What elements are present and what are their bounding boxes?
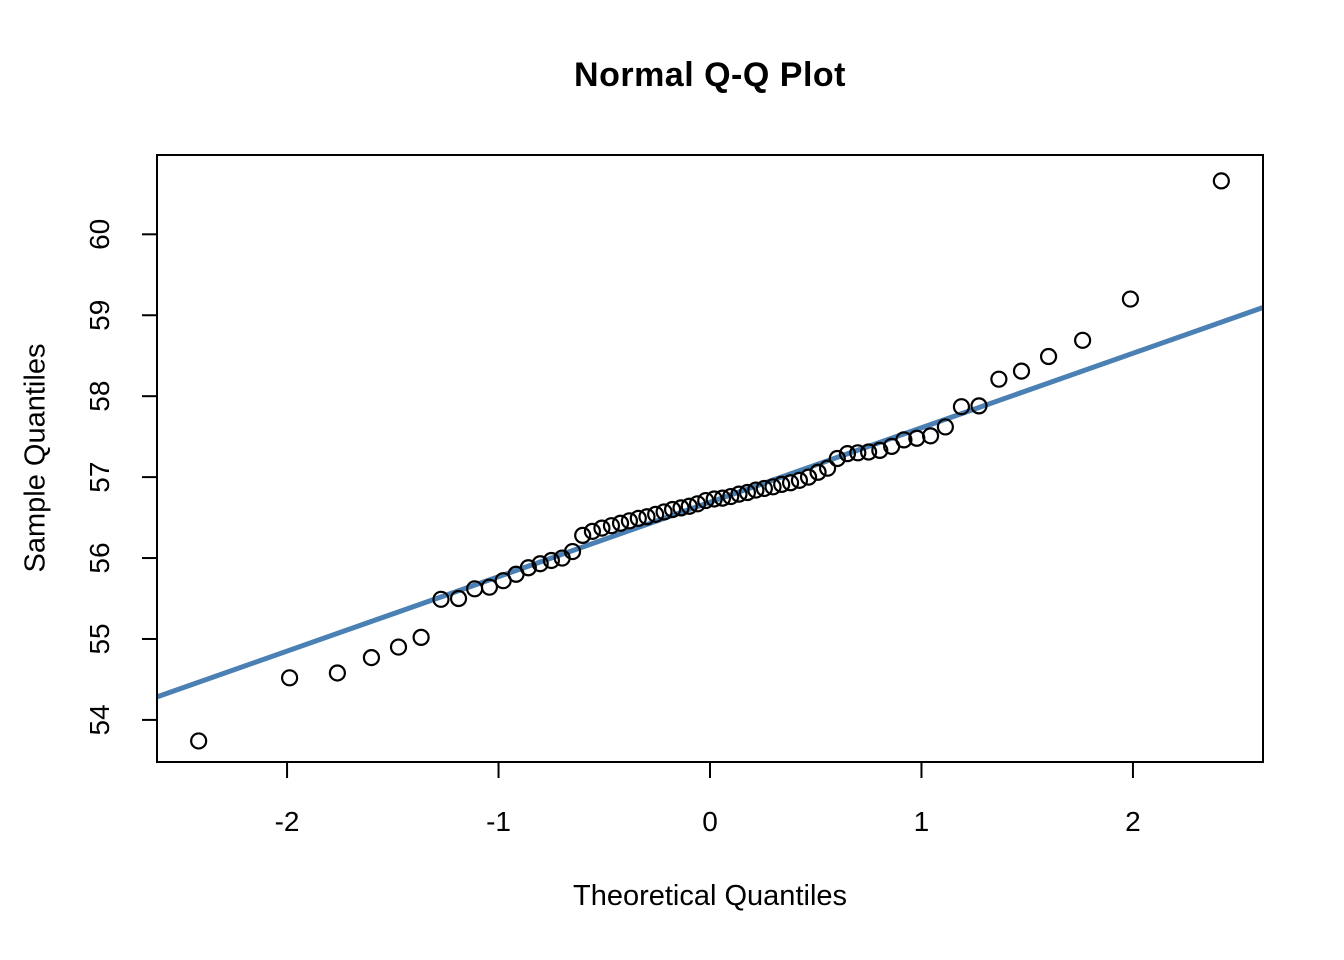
x-tick-label: 0: [702, 806, 718, 837]
data-point: [809, 463, 827, 481]
data-point: [680, 497, 698, 515]
data-point: [688, 495, 707, 513]
x-tick-label: 1: [914, 806, 930, 837]
data-point: [849, 444, 867, 462]
data-point: [663, 500, 682, 519]
data-point: [1212, 172, 1230, 190]
x-tick-label: -2: [275, 806, 300, 837]
data-point: [593, 519, 611, 537]
data-point: [672, 499, 690, 517]
y-tick-label: 59: [84, 300, 115, 331]
data-point: [328, 664, 346, 682]
y-tick-label: 54: [84, 704, 115, 735]
y-axis-label: Sample Quantiles: [19, 343, 52, 573]
x-tick-label: -1: [486, 806, 511, 837]
data-point: [790, 471, 809, 489]
data-point: [647, 505, 665, 523]
data-point: [738, 483, 757, 502]
data-point: [611, 514, 630, 532]
data-point: [480, 578, 499, 596]
data-point: [722, 487, 740, 506]
data-point: [574, 526, 592, 544]
data-point: [838, 445, 857, 463]
y-tick-label: 55: [84, 623, 115, 654]
data-point: [629, 509, 647, 527]
data-point: [531, 555, 549, 573]
data-point: [563, 542, 582, 561]
data-point: [764, 478, 782, 496]
data-point: [799, 468, 818, 486]
data-point: [990, 370, 1008, 388]
data-point: [755, 479, 773, 498]
y-tick-label: 58: [84, 381, 115, 412]
data-point: [1039, 347, 1058, 366]
data-point: [620, 512, 639, 530]
chart-title: Normal Q-Q Plot: [574, 56, 846, 94]
data-point: [583, 522, 602, 540]
data-point: [389, 638, 408, 656]
qq-reference-line: [156, 305, 1264, 700]
data-point: [781, 474, 800, 492]
data-point: [280, 669, 299, 687]
y-tick-label: 60: [84, 219, 115, 250]
data-point: [860, 443, 878, 461]
data-point: [542, 551, 560, 570]
data-point: [895, 431, 913, 449]
data-point: [412, 628, 430, 646]
data-point: [519, 559, 537, 577]
data-point: [713, 489, 732, 507]
data-point: [773, 475, 791, 493]
plot-box: [156, 154, 1264, 763]
data-point: [190, 732, 208, 750]
data-point: [871, 441, 889, 460]
data-point: [952, 398, 971, 416]
data-point: [655, 503, 673, 521]
data-point: [747, 481, 765, 499]
x-axis-label: Theoretical Quantiles: [572, 880, 848, 912]
data-point: [638, 508, 656, 526]
data-point: [432, 590, 450, 608]
data-point: [705, 490, 723, 508]
data-point: [936, 418, 954, 436]
data-point: [921, 427, 940, 445]
data-point: [828, 449, 846, 468]
y-tick-label: 57: [84, 462, 115, 493]
data-point: [1012, 362, 1031, 380]
data-point: [362, 648, 381, 667]
data-point: [818, 459, 837, 477]
data-point: [1074, 331, 1092, 349]
data-point: [970, 397, 988, 415]
data-point: [602, 517, 621, 535]
data-point: [1121, 290, 1140, 308]
data-point: [697, 491, 715, 510]
y-tick-label: 56: [84, 542, 115, 573]
data-point: [730, 485, 748, 503]
data-point: [449, 589, 468, 608]
x-tick-label: 2: [1125, 806, 1141, 837]
